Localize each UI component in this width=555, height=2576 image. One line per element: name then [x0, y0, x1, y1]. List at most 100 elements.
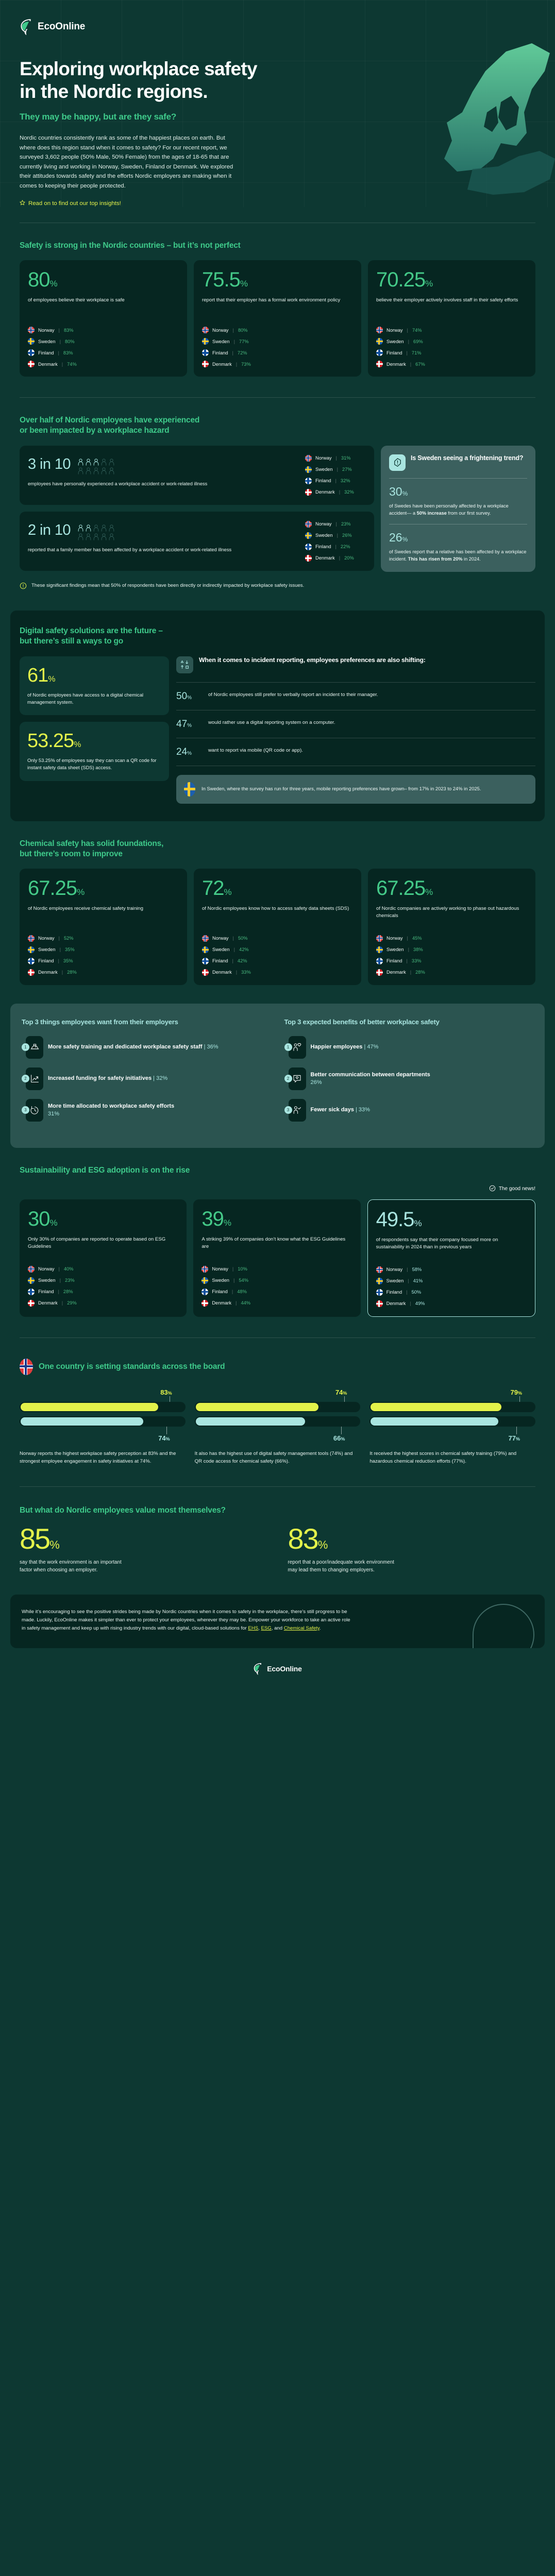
- norway-flag-icon: [28, 935, 35, 942]
- country-row: Finland | 33%: [376, 957, 527, 964]
- percent-sign: %: [167, 1390, 172, 1396]
- country-name: Denmark: [386, 1301, 406, 1307]
- percent-sign: %: [414, 1218, 422, 1228]
- country-row: Sweden | 77%: [202, 338, 353, 345]
- people-pictogram: [78, 458, 114, 474]
- stat-value: 39%: [201, 1207, 231, 1230]
- country-value: 10%: [238, 1266, 247, 1272]
- country-value: 54%: [239, 1278, 248, 1283]
- page-subtitle: They may be happy, but are they safe?: [20, 112, 177, 122]
- country-value: 80%: [238, 327, 248, 333]
- page-title-line2: in the Nordic regions.: [20, 80, 208, 102]
- chemical-title-line1: Chemical safety has solid foundations,: [20, 839, 164, 848]
- denmark-flag-icon: [305, 488, 312, 496]
- hazard-title-line2: or been impacted by a workplace hazard: [20, 426, 170, 435]
- norway-flag-icon: [202, 327, 209, 334]
- country-row: Denmark | 74%: [28, 361, 179, 368]
- country-name: Finland: [386, 958, 402, 964]
- sweden-flag-icon: [376, 338, 383, 345]
- country-name: Finland: [212, 958, 228, 964]
- sweden-flag-icon: [184, 782, 195, 796]
- stat-value: 80%: [28, 268, 58, 292]
- country-breakdown: Norway | 52% Sweden | 35% Finland | 35% Denmar…: [28, 935, 179, 976]
- preference-text: want to report via mobile (QR code or ap…: [208, 747, 303, 753]
- sweden-flag-icon: [376, 1277, 383, 1284]
- link-chemical-safety[interactable]: Chemical Safety: [283, 1625, 319, 1631]
- country-value: 28%: [63, 1289, 73, 1295]
- hero-section: EcoOnline Exploring workplace safety in …: [0, 0, 555, 208]
- country-row: Denmark | 44%: [201, 1299, 352, 1307]
- bar-copy: It received the highest scores in chemic…: [369, 1450, 517, 1464]
- country-name: Denmark: [38, 1300, 58, 1306]
- preference-text: would rather use a digital reporting sys…: [208, 719, 335, 725]
- bar-group: 83% 74% Norway reports the highest workp…: [20, 1388, 186, 1466]
- hero-cta: Read on to find out our top insights!: [19, 199, 535, 207]
- preference-value: 50%: [176, 690, 192, 702]
- country-value: 41%: [413, 1278, 423, 1284]
- ratio-card: 3 in 10: [20, 445, 374, 505]
- link-esg[interactable]: ESG: [261, 1625, 272, 1631]
- country-row: Norway | 83%: [28, 327, 179, 334]
- stat-card: 72% of Nordic employees know how to acce…: [194, 868, 361, 985]
- digital-cards: 61% of Nordic employees have access to a…: [20, 656, 169, 781]
- top3-left-title: Top 3 things employees want from their e…: [22, 1018, 178, 1026]
- top3-label: Fewer sick days | 33%: [310, 1107, 370, 1113]
- section-hazard-title: Over half of Nordic employees have exper…: [20, 415, 535, 436]
- rank-badge: 3: [284, 1106, 292, 1114]
- hero-cta-label: Read on to find out our top insights!: [28, 200, 121, 207]
- esg-card-group: 30% Only 30% of companies are reported t…: [20, 1199, 535, 1317]
- stat-value: 85%: [20, 1522, 60, 1555]
- stat-value: 30%: [28, 1207, 58, 1230]
- preference-value: 24%: [176, 746, 192, 757]
- country-value: 50%: [238, 936, 248, 941]
- country-value: 77%: [239, 338, 249, 344]
- percent-sign: %: [77, 887, 85, 897]
- page-title-line1: Exploring workplace safety: [20, 58, 258, 79]
- top3-label: Better communication between departments…: [310, 1072, 430, 1086]
- top3-item: 2 Better communication between departmen…: [284, 1067, 534, 1090]
- percent-sign: %: [187, 722, 192, 728]
- bar-group: 74% 66% It also has the highest use of d…: [194, 1388, 361, 1466]
- country-name: Sweden: [386, 947, 404, 953]
- percent-sign: %: [341, 1436, 345, 1442]
- stat-description: Only 30% of companies are reported to op…: [28, 1236, 166, 1250]
- panel-divider: [176, 682, 535, 683]
- denmark-flag-icon: [376, 969, 383, 976]
- country-value: 83%: [63, 327, 74, 333]
- hazard-note: These significant findings mean that 50%…: [20, 582, 535, 592]
- top3-item: 3 Fewer sick days | 33%: [284, 1098, 534, 1122]
- country-value: 26%: [342, 533, 352, 538]
- norway-flag-icon: [28, 327, 35, 334]
- top3-value: 31%: [48, 1110, 60, 1117]
- bar-bottom-label: 74%: [158, 1434, 170, 1442]
- bar-tick: [20, 1396, 186, 1402]
- brand-logo[interactable]: EcoOnline: [20, 19, 535, 36]
- reporting-preferences-panel: When it comes to incident reporting, emp…: [176, 656, 535, 804]
- top3-value: 26%: [310, 1079, 322, 1086]
- percent-sign: %: [187, 694, 192, 701]
- percent-sign: %: [74, 740, 81, 750]
- country-breakdown: Norway | 31% Sweden | 27% Finland | 32% Denmar…: [305, 454, 366, 496]
- stat-description: say that the work environment is an impo…: [20, 1559, 122, 1573]
- denmark-flag-icon: [28, 1299, 35, 1307]
- top3-label: More time allocated to workplace safety …: [48, 1103, 175, 1117]
- percent-sign: %: [223, 1217, 231, 1228]
- bar-tick: [20, 1426, 186, 1434]
- link-ehs[interactable]: EHS: [248, 1625, 259, 1631]
- sweden-note-text: In Sweden, where the survey has run for …: [201, 786, 481, 792]
- sweden-flag-icon: [305, 466, 312, 473]
- section-norway: One country is setting standards across …: [0, 1338, 555, 1471]
- digital-title-line1: Digital safety solutions are the future …: [20, 626, 163, 636]
- divider-4: [20, 1486, 535, 1487]
- warning-circle-icon: [20, 582, 27, 592]
- page-title: Exploring workplace safety in the Nordic…: [20, 58, 535, 103]
- finland-flag-icon: [28, 1288, 35, 1295]
- percent-sign: %: [240, 279, 248, 289]
- country-value: 67%: [415, 361, 425, 367]
- stat-description: of employees believe their workplace is …: [28, 297, 125, 303]
- footer-logo[interactable]: EcoOnline: [0, 1648, 555, 1688]
- bar-copy: Norway reports the highest workplace saf…: [20, 1450, 176, 1464]
- stat-value: 75.5%: [202, 268, 248, 292]
- finland-flag-icon: [28, 349, 35, 357]
- sweden-flag-icon: [376, 946, 383, 953]
